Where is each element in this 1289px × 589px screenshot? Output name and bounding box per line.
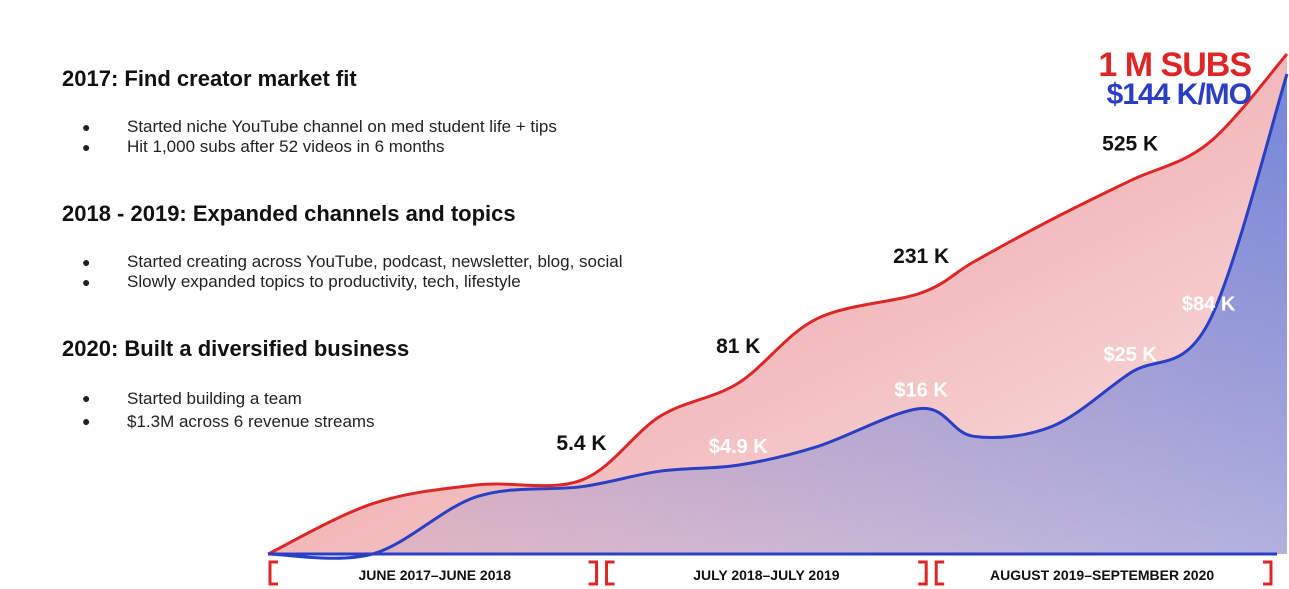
- revenue-line: [267, 73, 1289, 560]
- subscribers-data-label: 81 K: [716, 335, 760, 358]
- peak-revenue-label: $144 K/MO: [1106, 78, 1252, 111]
- list-item-text: Started building a team: [127, 389, 302, 408]
- bullet-list: ● Started niche YouTube channel on med st…: [62, 117, 557, 157]
- period-bracket-open: [605, 560, 615, 586]
- section-2018-2019: 2018 - 2019: Expanded channels and topic…: [62, 201, 623, 292]
- bullet-icon: ●: [82, 119, 91, 135]
- period-bracket-close: [1263, 560, 1273, 586]
- subscribers-data-label: 231 K: [893, 245, 949, 268]
- revenue-data-label: $25 K: [1104, 344, 1158, 366]
- list-item: ● Hit 1,000 subs after 52 videos in 6 mon…: [62, 137, 557, 157]
- subscribers-data-label: 525 K: [1102, 133, 1158, 156]
- period-bracket-open: [268, 560, 278, 586]
- bullet-list: ● Started building a team ● $1.3M across 6…: [62, 387, 409, 433]
- section-2020: 2020: Built a diversified business ● Star…: [62, 336, 409, 433]
- subscribers-data-label: 5.4 K: [556, 432, 606, 455]
- list-item: ● Started building a team: [62, 387, 409, 410]
- list-item-text: Hit 1,000 subs after 52 videos in 6 mont…: [127, 137, 445, 156]
- bullet-icon: ●: [82, 254, 91, 270]
- period-label: JULY 2018–JULY 2019: [693, 567, 840, 583]
- subscribers-area: [268, 54, 1287, 554]
- revenue-area: [268, 74, 1287, 559]
- bullet-icon: ●: [82, 390, 91, 406]
- list-item-text: Slowly expanded topics to productivity, …: [127, 272, 521, 291]
- revenue-data-label: $4.9 K: [709, 436, 768, 458]
- list-item-text: Started niche YouTube channel on med stu…: [127, 117, 557, 136]
- section-2017: 2017: Find creator market fit ● Started n…: [62, 66, 557, 157]
- list-item-text: $1.3M across 6 revenue streams: [127, 412, 375, 431]
- period-label: AUGUST 2019–SEPTEMBER 2020: [990, 567, 1214, 583]
- subscribers-line: [267, 53, 1289, 556]
- revenue-data-label: $84 K: [1182, 294, 1236, 316]
- bullet-list: ● Started creating across YouTube, podcas…: [62, 252, 623, 292]
- period-bracket-close: [918, 560, 928, 586]
- list-item: ● Started creating across YouTube, podcas…: [62, 252, 623, 272]
- section-heading: 2020: Built a diversified business: [62, 336, 410, 361]
- bullet-icon: ●: [82, 139, 91, 155]
- list-item: ● Slowly expanded topics to productivity,…: [62, 272, 623, 292]
- list-item: ● $1.3M across 6 revenue streams: [62, 410, 409, 433]
- revenue-data-label: $16 K: [895, 380, 949, 402]
- period-bracket-close: [588, 560, 599, 586]
- period-bracket-open: [934, 560, 945, 586]
- bullet-icon: ●: [82, 274, 91, 290]
- section-heading: 2018 - 2019: Expanded channels and topic…: [62, 201, 516, 226]
- bullet-icon: ●: [82, 413, 91, 429]
- list-item-text: Started creating across YouTube, podcast…: [127, 252, 623, 271]
- period-label: JUNE 2017–JUNE 2018: [359, 567, 512, 583]
- section-heading: 2017: Find creator market fit: [62, 66, 357, 91]
- list-item: ● Started niche YouTube channel on med st…: [62, 117, 557, 137]
- peak-subs-label: 1 M SUBS: [1098, 46, 1252, 84]
